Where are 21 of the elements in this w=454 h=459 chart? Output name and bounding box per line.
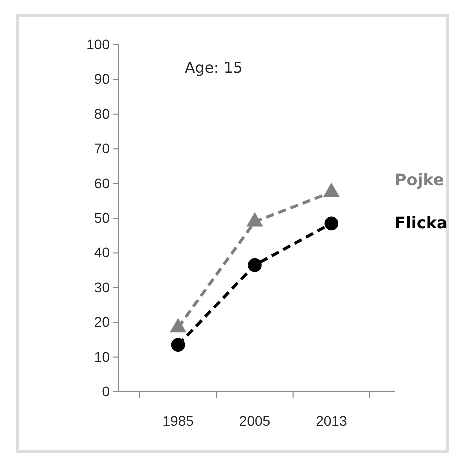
x-tick-label: 2013 [316, 412, 348, 429]
x-tick-label: 1985 [162, 412, 194, 429]
y-tick-label: 100 [86, 36, 110, 52]
y-tick-label: 80 [94, 106, 110, 122]
point [323, 182, 340, 198]
y-tick-label: 40 [94, 244, 110, 261]
y-tick-label: 10 [94, 348, 110, 365]
point [171, 338, 186, 352]
text: Flicka [395, 214, 448, 233]
y-tick-label: 20 [94, 314, 110, 330]
text: Pojke [395, 170, 444, 190]
point [248, 258, 262, 272]
y-tick-label: 30 [94, 279, 110, 296]
point [246, 212, 264, 227]
y-tick-label: 70 [94, 140, 110, 157]
y-tick-label: 60 [94, 175, 110, 192]
y-tick-label: 0 [102, 383, 110, 400]
y-tick-label: 90 [94, 71, 110, 88]
y-tick-label: 50 [94, 210, 110, 226]
x-tick-label: 2005 [239, 412, 271, 429]
text: Age: 15 [185, 59, 243, 77]
